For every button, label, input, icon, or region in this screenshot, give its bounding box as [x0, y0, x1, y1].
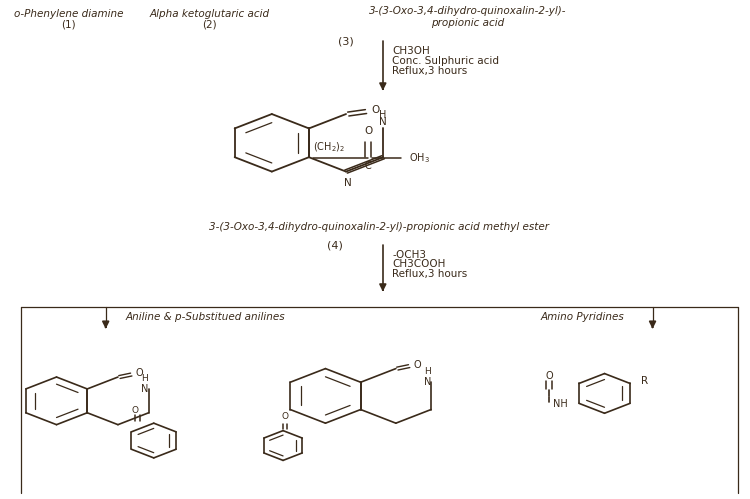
Text: R: R [641, 376, 649, 386]
Text: O: O [413, 360, 421, 370]
Text: OH$_3$: OH$_3$ [409, 151, 430, 165]
Text: 3-(3-Oxo-3,4-dihydro-quinoxalin-2-yl)-propionic acid methyl ester: 3-(3-Oxo-3,4-dihydro-quinoxalin-2-yl)-pr… [209, 222, 549, 232]
Text: N: N [344, 178, 352, 188]
Text: (3): (3) [338, 36, 354, 46]
Text: -OCH3: -OCH3 [392, 250, 427, 259]
Text: (1): (1) [62, 20, 76, 30]
Text: C: C [364, 161, 371, 171]
Text: O: O [371, 105, 380, 115]
Text: Aniline & p-Substitued anilines: Aniline & p-Substitued anilines [126, 311, 285, 321]
Text: 3-(3-Oxo-3,4-dihydro-quinoxalin-2-yl)-: 3-(3-Oxo-3,4-dihydro-quinoxalin-2-yl)- [369, 6, 566, 16]
Text: (4): (4) [327, 241, 343, 250]
Text: N: N [141, 384, 148, 394]
Text: (CH$_{2}$)$_{2}$: (CH$_{2}$)$_{2}$ [313, 141, 345, 154]
Text: propionic acid: propionic acid [431, 18, 505, 28]
Text: O: O [545, 371, 553, 381]
Text: H: H [142, 374, 148, 383]
Text: Conc. Sulphuric acid: Conc. Sulphuric acid [392, 56, 500, 66]
Text: O: O [132, 406, 139, 415]
Text: Reflux,3 hours: Reflux,3 hours [392, 66, 468, 76]
Text: Alpha ketoglutaric acid: Alpha ketoglutaric acid [149, 9, 269, 19]
Text: H: H [424, 367, 430, 376]
Text: N: N [424, 377, 431, 387]
Text: NH: NH [553, 399, 568, 409]
Text: O: O [281, 412, 288, 421]
Text: H: H [380, 110, 387, 120]
Text: (2): (2) [202, 20, 217, 30]
Text: O: O [136, 368, 143, 378]
Text: Reflux,3 hours: Reflux,3 hours [392, 269, 468, 279]
Text: CH3OH: CH3OH [392, 46, 430, 56]
Text: CH3COOH: CH3COOH [392, 259, 445, 269]
Text: O: O [364, 126, 372, 136]
Text: Amino Pyridines: Amino Pyridines [541, 311, 624, 321]
Text: N: N [380, 117, 387, 127]
Text: o-Phenylene diamine: o-Phenylene diamine [14, 9, 124, 19]
